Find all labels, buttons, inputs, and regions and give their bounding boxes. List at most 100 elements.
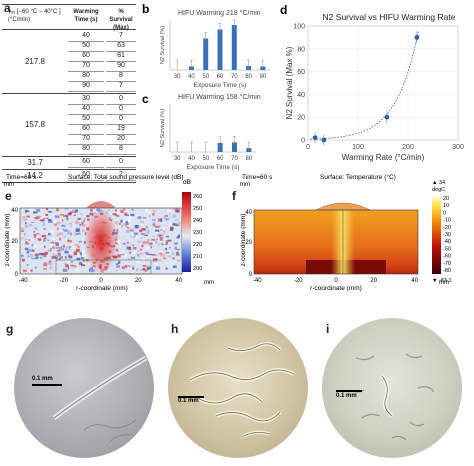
noise-speckle — [75, 229, 80, 232]
noise-speckle — [117, 254, 121, 258]
table-cell-time: 60 — [68, 171, 104, 181]
table-cell-time: 60 — [68, 158, 104, 168]
noise-speckle — [53, 220, 57, 223]
noise-speckle — [62, 269, 68, 272]
noise-speckle — [36, 236, 38, 239]
x-tick-label: 40 — [188, 156, 195, 162]
table-cell-time: 30 — [68, 95, 104, 105]
x-tick-label: 80 — [245, 156, 252, 162]
scalebar-h — [178, 396, 204, 398]
noise-speckle — [81, 222, 84, 225]
noise-speckle — [73, 252, 77, 256]
noise-speckle — [140, 223, 144, 226]
colorbar-tick-label: -20 — [443, 225, 451, 231]
noise-speckle — [172, 257, 175, 260]
noise-speckle — [22, 216, 26, 219]
noise-speckle — [145, 209, 148, 212]
sim-e-surface-label: Surface: Total sound pressure level (dB) — [68, 174, 184, 181]
sim-e-dome — [86, 201, 116, 208]
noise-speckle — [30, 269, 33, 272]
table-row: 60 2 — [2, 171, 136, 181]
noise-speckle — [156, 266, 160, 269]
noise-speckle — [125, 223, 129, 225]
noise-speckle — [45, 213, 48, 217]
y-axis-label: N2 Survival (Max %) — [285, 46, 294, 119]
noise-speckle — [81, 264, 86, 267]
noise-speckle — [43, 238, 46, 242]
noise-speckle — [126, 246, 131, 249]
noise-speckle — [54, 247, 59, 250]
noise-speckle — [78, 231, 81, 235]
x-tick-label: -40 — [253, 278, 262, 284]
noise-speckle — [121, 224, 123, 228]
colorbar-tick-label: 220 — [193, 242, 202, 248]
noise-speckle — [80, 257, 85, 259]
noise-speckle — [28, 238, 33, 241]
noise-speckle — [153, 225, 156, 227]
noise-speckle — [76, 255, 80, 259]
noise-speckle — [39, 253, 44, 256]
panel-label-i: i — [326, 322, 330, 336]
noise-speckle — [175, 234, 178, 237]
noise-speckle — [61, 219, 64, 222]
noise-speckle — [34, 253, 39, 257]
noise-speckle — [125, 214, 130, 216]
noise-speckle — [128, 247, 132, 251]
noise-speckle — [77, 246, 80, 248]
noise-speckle — [68, 255, 73, 259]
noise-speckle — [163, 241, 166, 244]
noise-speckle — [45, 216, 49, 218]
colorbar-tick-label: -40 — [443, 239, 451, 245]
noise-speckle — [41, 252, 46, 255]
noise-speckle — [126, 230, 131, 233]
noise-speckle — [32, 245, 37, 248]
noise-speckle — [82, 250, 85, 254]
table-cell-survival: 90 — [106, 62, 136, 72]
noise-speckle — [26, 250, 30, 254]
noise-speckle — [47, 249, 52, 252]
noise-speckle — [36, 233, 40, 235]
survival-table: vᵤᵥ [−60 °C − 40°C ] (°C/min) Warming Ti… — [2, 4, 136, 183]
noise-speckle — [40, 216, 44, 220]
noise-speckle — [140, 220, 144, 224]
noise-speckle — [42, 223, 45, 227]
noise-speckle — [127, 224, 132, 228]
noise-speckle — [169, 213, 171, 215]
x-tick-label: -20 — [59, 278, 68, 284]
noise-speckle — [142, 268, 146, 271]
noise-speckle — [41, 235, 46, 237]
noise-speckle — [156, 268, 160, 270]
noise-speckle — [23, 241, 28, 243]
y-axis-label: N2 Survival (%) — [160, 109, 166, 147]
noise-speckle — [47, 239, 50, 242]
noise-speckle — [120, 254, 125, 256]
noise-speckle — [176, 234, 180, 238]
noise-speckle — [144, 241, 149, 244]
sim-e-y-unit: mm — [4, 182, 14, 188]
noise-speckle — [25, 221, 27, 225]
noise-speckle — [137, 250, 140, 253]
noise-speckle — [56, 233, 60, 237]
bar-chart-158: c HIFU Warming 158 °C/min 30 40 50 60 70 80 Expo… — [142, 92, 261, 171]
noise-speckle — [177, 221, 181, 225]
noise-speckle — [163, 257, 167, 260]
table-row: 60 19 — [2, 125, 136, 135]
noise-speckle — [158, 234, 161, 238]
colorbar-tick-label: -80 — [443, 268, 451, 274]
noise-speckle — [172, 208, 176, 211]
noise-speckle — [167, 239, 172, 242]
noise-speckle — [43, 245, 46, 248]
sound-pressure-simulation: Time=60 s Surface: Total sound pressure … — [4, 174, 214, 292]
noise-speckle — [139, 248, 143, 251]
noise-speckle — [141, 233, 145, 235]
y-tick-label: 0 — [15, 272, 19, 278]
noise-speckle — [58, 257, 62, 260]
panel-label-f: f — [232, 189, 236, 203]
colorbar-tick-label: 20 — [443, 196, 449, 202]
noise-speckle — [117, 260, 121, 264]
noise-speckle — [142, 241, 146, 245]
sim-f-unit: degC — [432, 187, 445, 193]
noise-speckle — [159, 237, 163, 240]
noise-speckle — [146, 267, 150, 270]
y-tick-label: 100 — [293, 24, 305, 31]
